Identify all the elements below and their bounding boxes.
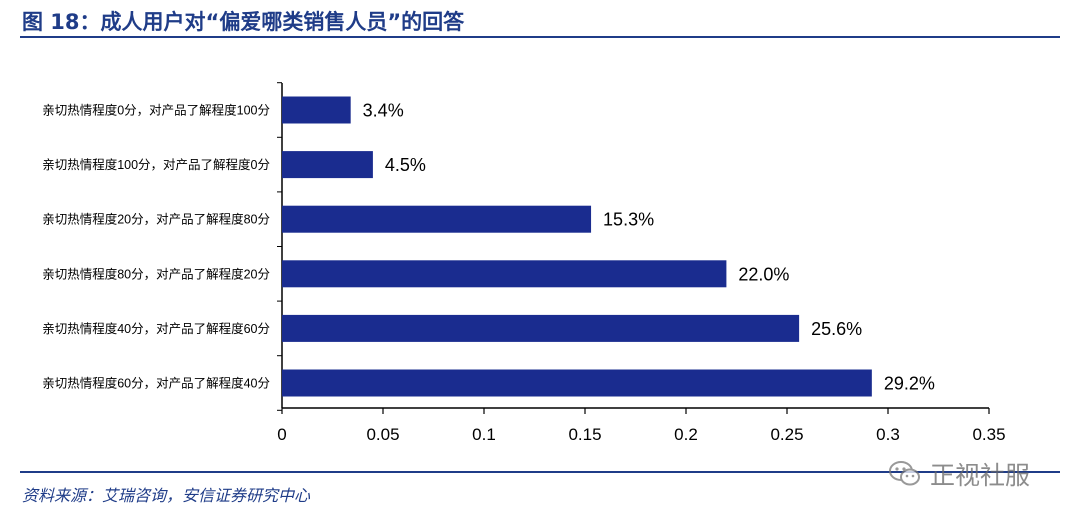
source-rule (20, 471, 1060, 473)
data-label: 22.0% (738, 264, 789, 284)
category-label: 亲切热情程度20分，对产品了解程度80分 (42, 212, 270, 227)
source-note: 资料来源：艾瑞咨询，安信证券研究中心 (22, 486, 311, 505)
x-tick-label: 0.25 (770, 425, 803, 444)
watermark: 正视社服 (888, 456, 1030, 492)
x-tick-label: 0.2 (674, 425, 698, 444)
wechat-icon (889, 461, 920, 486)
data-label: 4.5% (385, 155, 426, 175)
figure-title: 图 18：成人用户对“偏爱哪类销售人员”的回答 (22, 10, 465, 34)
title-rule (20, 36, 1060, 38)
bar (282, 369, 872, 397)
bar (282, 314, 800, 342)
category-label: 亲切热情程度60分，对产品了解程度40分 (42, 376, 270, 391)
x-tick-label: 0.35 (972, 425, 1005, 444)
bar (282, 260, 727, 288)
x-tick-label: 0.15 (568, 425, 601, 444)
x-tick-label: 0 (277, 425, 286, 444)
x-tick-label: 0.1 (472, 425, 496, 444)
category-label: 亲切热情程度0分，对产品了解程度100分 (42, 103, 270, 118)
bar (282, 96, 351, 124)
category-label: 亲切热情程度80分，对产品了解程度20分 (42, 266, 270, 281)
data-label: 25.6% (811, 319, 862, 339)
data-label: 29.2% (884, 374, 935, 394)
bar (282, 205, 592, 233)
category-label: 亲切热情程度40分，对产品了解程度60分 (42, 321, 270, 336)
watermark-text: 正视社服 (930, 461, 1031, 490)
data-label: 15.3% (603, 210, 654, 230)
x-tick-label: 0.3 (876, 425, 900, 444)
data-label: 3.4% (363, 101, 404, 121)
bar (282, 151, 373, 179)
category-label: 亲切热情程度100分，对产品了解程度0分 (42, 157, 270, 172)
bar-chart: 0 0.05 0.1 0.15 0.2 0.25 0.3 0.35 亲切热情程度0分，对产品了解… (42, 82, 1006, 444)
x-tick-label: 0.05 (366, 425, 399, 444)
